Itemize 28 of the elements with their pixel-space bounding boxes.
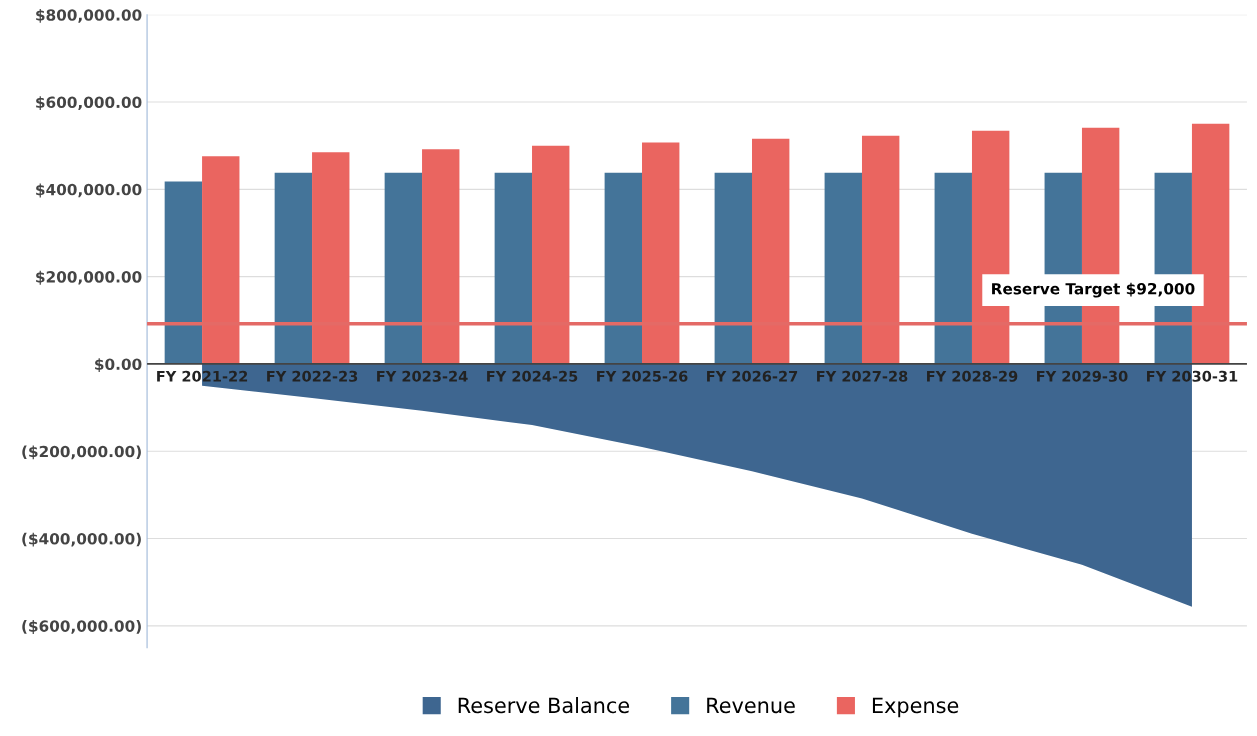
x-tick-label: FY 2025-26 <box>597 370 688 382</box>
bar <box>274 172 313 364</box>
legend-label: Revenue <box>707 697 795 714</box>
bar <box>384 172 423 364</box>
x-tick-label: FY 2026-27 <box>707 370 798 382</box>
y-tick-label: ($200,000.00) <box>22 445 141 460</box>
y-tick-label: $600,000.00 <box>36 96 142 111</box>
y-tick-label: $200,000.00 <box>36 270 142 285</box>
x-tick-label: FY 2023-24 <box>377 370 468 382</box>
bar <box>714 172 752 364</box>
y-tick-label: ($400,000.00) <box>22 532 141 547</box>
ref-line-label: Reserve Target $92,000 <box>992 282 1195 298</box>
x-tick-label: FY 2029-30 <box>1037 370 1128 382</box>
bar <box>934 172 972 364</box>
legend-label: Expense <box>872 697 959 718</box>
y-tick-label: $0.00 <box>95 358 142 372</box>
bar <box>494 172 533 364</box>
x-tick-label: FY 2027-28 <box>817 370 908 382</box>
x-tick-label: FY 2024-25 <box>487 370 578 382</box>
bar <box>824 172 862 364</box>
y-tick-label: $800,000.00 <box>36 8 142 23</box>
y-tick-label: $400,000.00 <box>36 183 142 198</box>
x-tick-label: FY 2028-29 <box>927 370 1018 382</box>
legend-label: Reserve Balance <box>458 697 630 714</box>
y-tick-label: ($600,000.00) <box>22 620 141 634</box>
bar <box>164 181 203 364</box>
x-tick-label: FY 2022-23 <box>267 370 358 382</box>
bar <box>604 172 643 364</box>
